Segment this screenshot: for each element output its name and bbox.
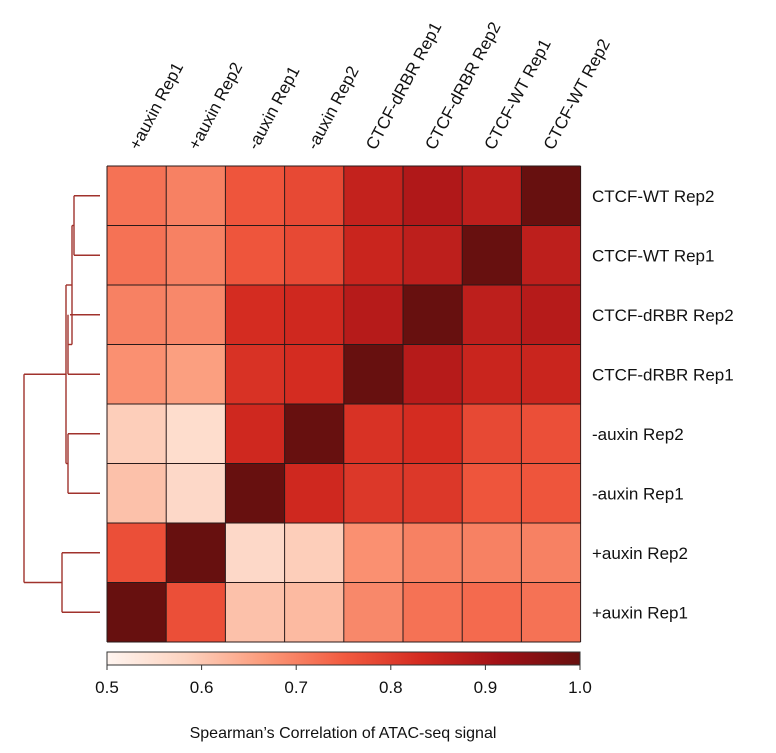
heatmap-cell [284, 404, 344, 464]
heatmap-cell [166, 404, 226, 464]
heatmap-cell [107, 404, 167, 464]
colorbar-tick-label: 0.7 [284, 678, 308, 697]
heatmap-cell [403, 582, 463, 642]
row-label: -auxin Rep2 [592, 425, 684, 444]
heatmap-cell [462, 166, 522, 226]
heatmap-cell [343, 285, 403, 345]
heatmap-grid [106, 165, 582, 643]
colorbar-ticks: 0.5 0.6 0.7 0.8 0.9 1.0 [95, 665, 592, 697]
heatmap-cell [225, 285, 285, 345]
heatmap-cell [521, 225, 581, 285]
heatmap-cell [343, 523, 403, 583]
heatmap-cell [521, 523, 581, 583]
heatmap-cell [521, 404, 581, 464]
heatmap-cell [403, 344, 463, 404]
row-label: CTCF-WT Rep1 [592, 246, 714, 265]
row-label: CTCF-WT Rep2 [592, 187, 714, 206]
heatmap-cell [166, 225, 226, 285]
heatmap-cell [166, 523, 226, 583]
heatmap-cell [225, 344, 285, 404]
heatmap-cell [462, 582, 522, 642]
colorbar [106, 651, 581, 666]
heatmap-cell [462, 225, 522, 285]
heatmap-cell [107, 285, 167, 345]
heatmap-cell [403, 285, 463, 345]
row-label: +auxin Rep1 [592, 603, 688, 622]
heatmap-cell [521, 344, 581, 404]
heatmap-cell [521, 582, 581, 642]
heatmap-cell [166, 344, 226, 404]
heatmap-cell [462, 523, 522, 583]
heatmap-cell [343, 582, 403, 642]
heatmap-cell [107, 225, 167, 285]
row-label: -auxin Rep1 [592, 484, 684, 503]
heatmap-cells [107, 166, 581, 642]
heatmap-cell [225, 523, 285, 583]
heatmap-cell [107, 166, 167, 226]
heatmap-cell [284, 225, 344, 285]
heatmap-cell [403, 404, 463, 464]
heatmap-cell [284, 166, 344, 226]
heatmap-cell [403, 166, 463, 226]
colorbar-tick-label: 0.5 [95, 678, 119, 697]
heatmap-cell [225, 166, 285, 226]
column-label: +auxin Rep2 [185, 59, 247, 153]
column-labels: +auxin Rep1+auxin Rep2-auxin Rep1 -auxin … [125, 19, 614, 153]
column-label: CTCF-WT Rep2 [540, 36, 614, 153]
heatmap-cell [107, 582, 167, 642]
column-label: +auxin Rep1 [125, 59, 187, 153]
colorbar-tick-label: 0.6 [190, 678, 214, 697]
heatmap-cell [284, 463, 344, 523]
column-label: -auxin Rep2 [303, 63, 363, 153]
heatmap-cell [462, 463, 522, 523]
heatmap-cell [521, 285, 581, 345]
row-label: CTCF-dRBR Rep2 [592, 306, 734, 325]
row-dendrogram [23, 195, 100, 613]
heatmap-cell [107, 523, 167, 583]
heatmap-cell [166, 285, 226, 345]
colorbar-gradient [106, 651, 581, 666]
heatmap-cell [403, 463, 463, 523]
heatmap-cell [225, 225, 285, 285]
heatmap-cell [225, 404, 285, 464]
heatmap-cell [403, 225, 463, 285]
heatmap-cell [343, 225, 403, 285]
heatmap-cell [107, 463, 167, 523]
heatmap-cell [343, 404, 403, 464]
heatmap-cell [462, 404, 522, 464]
colorbar-tick-label: 1.0 [568, 678, 592, 697]
heatmap-cell [403, 523, 463, 583]
row-labels: CTCF-WT Rep2 CTCF-WT Rep1 CTCF-dRBR Rep2 CT… [592, 187, 734, 623]
row-label: +auxin Rep2 [592, 544, 688, 563]
heatmap-cell [284, 344, 344, 404]
heatmap-cell [521, 166, 581, 226]
heatmap-cell [462, 285, 522, 345]
heatmap-cell [462, 344, 522, 404]
heatmap-cell [343, 463, 403, 523]
heatmap-cell [225, 582, 285, 642]
heatmap-cell [343, 344, 403, 404]
heatmap-cell [284, 523, 344, 583]
heatmap-cell [284, 582, 344, 642]
heatmap-cell [107, 344, 167, 404]
colorbar-tick-label: 0.8 [379, 678, 403, 697]
colorbar-label: Spearman’s Correlation of ATAC-seq signa… [190, 725, 497, 742]
heatmap-cell [166, 582, 226, 642]
heatmap-cell [343, 166, 403, 226]
heatmap-cell [225, 463, 285, 523]
heatmap-cell [166, 166, 226, 226]
column-label: -auxin Rep1 [244, 63, 304, 153]
colorbar-tick-label: 0.9 [474, 678, 498, 697]
heatmap-cell [166, 463, 226, 523]
heatmap-cell [284, 285, 344, 345]
heatmap-cell [521, 463, 581, 523]
row-label: CTCF-dRBR Rep1 [592, 365, 734, 384]
